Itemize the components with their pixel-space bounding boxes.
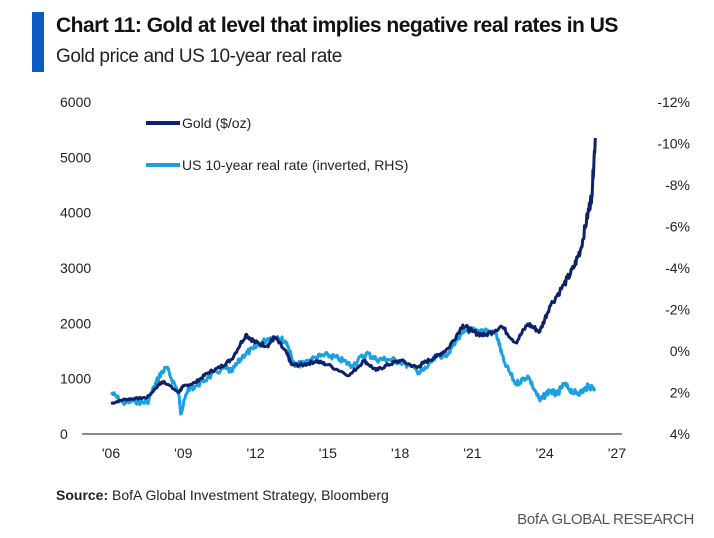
source-note: Source: BofA Global Investment Strategy,… bbox=[56, 487, 389, 503]
x-tick-label: '21 bbox=[463, 445, 481, 461]
y-left-tick-label: 0 bbox=[60, 426, 68, 442]
y-right-tick-label: -2% bbox=[665, 302, 690, 318]
y-right-tick-label: 2% bbox=[670, 385, 690, 401]
y-left-tick-label: 1000 bbox=[60, 371, 91, 387]
y-right-tick-label: -6% bbox=[665, 219, 690, 235]
x-tick-label: '24 bbox=[536, 445, 554, 461]
real-rate-series-line bbox=[110, 326, 597, 416]
y-right-tick-label: 0% bbox=[670, 343, 690, 359]
y-left-tick-label: 6000 bbox=[60, 94, 91, 110]
y-right-tick-label: -12% bbox=[657, 94, 690, 110]
x-tick-label: '15 bbox=[319, 445, 337, 461]
legend-label: Gold ($/oz) bbox=[182, 115, 251, 131]
x-tick-label: '09 bbox=[174, 445, 192, 461]
chart-title: Chart 11: Gold at level that implies neg… bbox=[56, 14, 618, 37]
x-tick-label: '06 bbox=[102, 445, 120, 461]
y-right-tick-label: 4% bbox=[670, 426, 690, 442]
y-left-tick-label: 5000 bbox=[60, 149, 91, 165]
x-tick-label: '27 bbox=[608, 445, 626, 461]
title-accent-bar bbox=[32, 12, 44, 72]
y-right-tick-label: -4% bbox=[665, 260, 690, 276]
y-left-tick-label: 4000 bbox=[60, 205, 91, 221]
source-label: Source: bbox=[56, 487, 109, 503]
y-right-tick-label: -8% bbox=[665, 177, 690, 193]
y-left-tick-label: 2000 bbox=[60, 315, 91, 331]
y-right-tick-label: -10% bbox=[657, 136, 690, 152]
y-left-tick-label: 3000 bbox=[60, 260, 91, 276]
chart-subtitle: Gold price and US 10-year real rate bbox=[56, 46, 342, 67]
gold-series-line bbox=[110, 137, 597, 406]
brand-label: BofA GLOBAL RESEARCH bbox=[517, 511, 694, 528]
x-tick-label: '18 bbox=[391, 445, 409, 461]
x-tick-label: '12 bbox=[246, 445, 264, 461]
source-text: BofA Global Investment Strategy, Bloombe… bbox=[108, 487, 389, 503]
legend-label: US 10-year real rate (inverted, RHS) bbox=[182, 157, 408, 173]
